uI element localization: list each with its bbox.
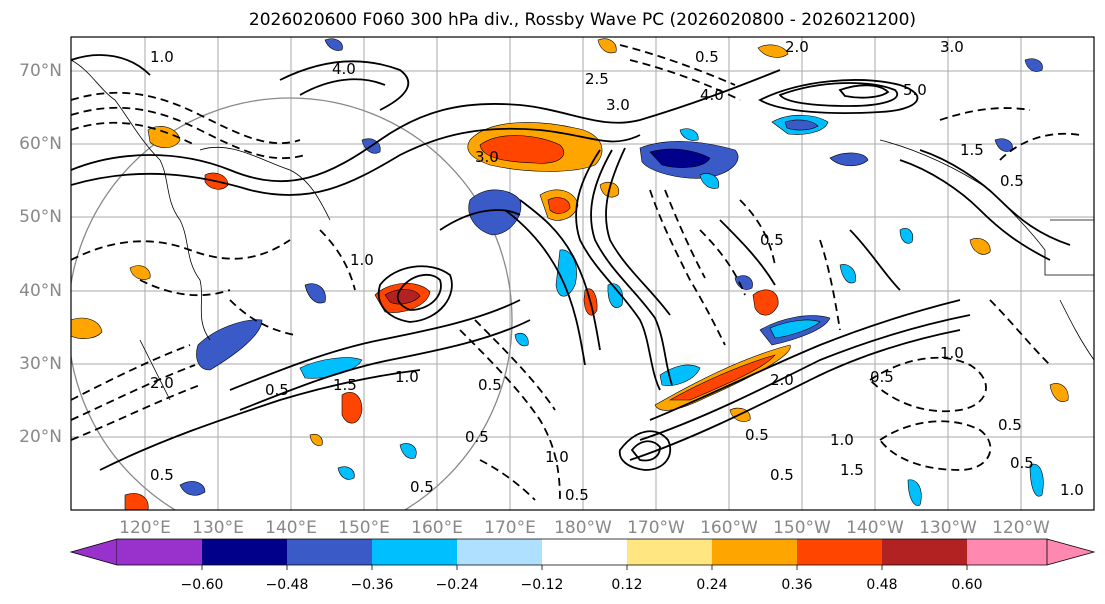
contour-label: 0.5 [870,368,894,386]
colorbar-swatch [202,539,287,565]
contour-label: 0.5 [998,416,1022,434]
contour-label: 1.0 [150,48,174,66]
contour-label: 0.5 [565,486,589,504]
lon-label: 120°W [992,518,1050,538]
lon-label: 170°W [627,518,685,538]
contour-label: 0.5 [760,231,784,249]
contour-label: 0.5 [410,478,434,496]
colorbar-tick-label: 0.12 [611,577,643,593]
contour-label: 1.0 [395,368,419,386]
contour-labels: 3.0 0.5 2.0 4.0 5.0 1.0 2.5 1.5 3.0 0.5 … [150,38,1084,504]
map-frame [70,36,1095,511]
contour-label: 1.0 [940,344,964,362]
coastlines [71,59,1094,401]
lon-label: 130°W [919,518,977,538]
colorbar-swatch [967,539,1047,565]
lon-label: 160°E [411,518,463,538]
colorbar-tick-label: −0.36 [350,577,394,593]
lon-label: 140°E [265,518,317,538]
lat-label: 40°N [19,281,62,301]
lon-label: 180°W [554,518,612,538]
lon-label: 120°E [119,518,171,538]
contour-label: 0.5 [1000,172,1024,190]
lon-label: 170°E [484,518,536,538]
colorbar-tick-label: −0.60 [180,577,224,593]
colorbar [69,538,1096,570]
colorbar-swatch [712,539,797,565]
colorbar-tick-label: −0.12 [520,577,564,593]
contour-label: 1.0 [1060,481,1084,499]
colorbar-swatch [542,539,627,565]
colorbar-swatch [627,539,712,565]
contour-label: 1.5 [960,141,984,159]
contour-label: 2.0 [150,374,174,392]
lat-label: 50°N [19,207,62,227]
contour-label: 1.5 [840,461,864,479]
lat-label: 20°N [19,427,62,447]
colorbar-swatch [882,539,967,565]
divergence-shading [71,38,1069,510]
lat-label: 30°N [19,354,62,374]
contour-label: 1.0 [350,251,374,269]
colorbar-swatch [797,539,882,565]
contour-label: 0.5 [695,48,719,66]
contour-label: 5.0 [903,81,927,99]
contour-label: 0.5 [265,381,289,399]
lon-label: 150°E [338,518,390,538]
dashed-contours [71,44,1081,501]
contour-label: 2.0 [785,38,809,56]
contour-label: 1.0 [830,431,854,449]
colorbar-tick-label: −0.24 [435,577,479,593]
lat-label: 70°N [19,61,62,81]
contour-label: 4.0 [332,60,356,78]
map-title: 2026020600 F060 300 hPa div., Rossby Wav… [248,10,917,30]
contour-label: 3.0 [606,96,630,114]
contour-label: 4.0 [700,86,724,104]
contour-label: 2.5 [585,70,609,88]
lat-label: 60°N [19,134,62,154]
colorbar-extend-low [69,538,118,566]
lon-label: 160°W [700,518,758,538]
contour-label: 1.0 [545,448,569,466]
contour-label: 0.5 [478,376,502,394]
colorbar-tick-label: 0.24 [696,577,728,593]
colorbar-swatch [457,539,542,565]
contour-label: 3.0 [475,148,499,166]
colorbar-extend-high [1046,538,1096,566]
lon-label: 130°E [192,518,244,538]
colorbar-swatch [372,539,457,565]
colorbar-tick-label: 0.48 [866,577,898,593]
contour-label: 0.5 [745,426,769,444]
contour-label: 0.5 [465,428,489,446]
colorbar-tick-label: 0.36 [781,577,813,593]
lon-label: 140°W [846,518,904,538]
solid-contours [71,54,1071,471]
great-circle-ring [71,97,513,510]
contour-label: 0.5 [150,466,174,484]
lon-label: 150°W [773,518,831,538]
colorbar-tick-label: −0.48 [265,577,309,593]
graticule [71,37,1094,510]
contour-label: 1.5 [333,376,357,394]
colorbar-swatch [287,539,372,565]
contour-label: 3.0 [940,38,964,56]
colorbar-swatch [117,539,202,565]
colorbar-tick-label: 0.60 [951,577,983,593]
contour-label: 2.0 [770,371,794,389]
contour-label: 0.5 [1010,454,1034,472]
contour-label: 0.5 [770,466,794,484]
